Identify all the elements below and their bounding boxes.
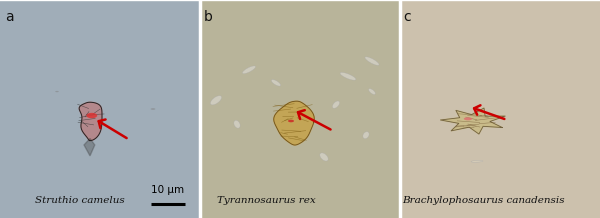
Ellipse shape [86,113,97,118]
Ellipse shape [363,132,369,139]
Ellipse shape [365,57,379,65]
Ellipse shape [464,117,472,120]
Ellipse shape [320,153,328,161]
Bar [200,0,400,218]
Polygon shape [440,108,505,134]
Text: Brachylophosaurus canadensis: Brachylophosaurus canadensis [403,196,565,205]
Ellipse shape [151,108,155,110]
Ellipse shape [242,66,256,74]
Bar [0,0,200,218]
Ellipse shape [211,96,221,105]
Polygon shape [79,102,102,141]
Ellipse shape [471,160,483,162]
Text: Tyrannosaurus rex: Tyrannosaurus rex [217,196,316,205]
Text: 10 μm: 10 μm [151,185,185,195]
Bar [400,0,600,218]
Text: a: a [5,10,13,24]
Text: c: c [403,10,411,24]
Polygon shape [84,138,95,156]
Ellipse shape [271,80,281,86]
Ellipse shape [340,72,356,80]
Ellipse shape [368,89,376,94]
Ellipse shape [332,101,340,108]
Ellipse shape [55,91,59,92]
Ellipse shape [288,120,294,122]
Text: b: b [204,10,213,24]
Ellipse shape [234,120,240,128]
Polygon shape [274,101,314,145]
Text: Struthio camelus: Struthio camelus [35,196,125,205]
